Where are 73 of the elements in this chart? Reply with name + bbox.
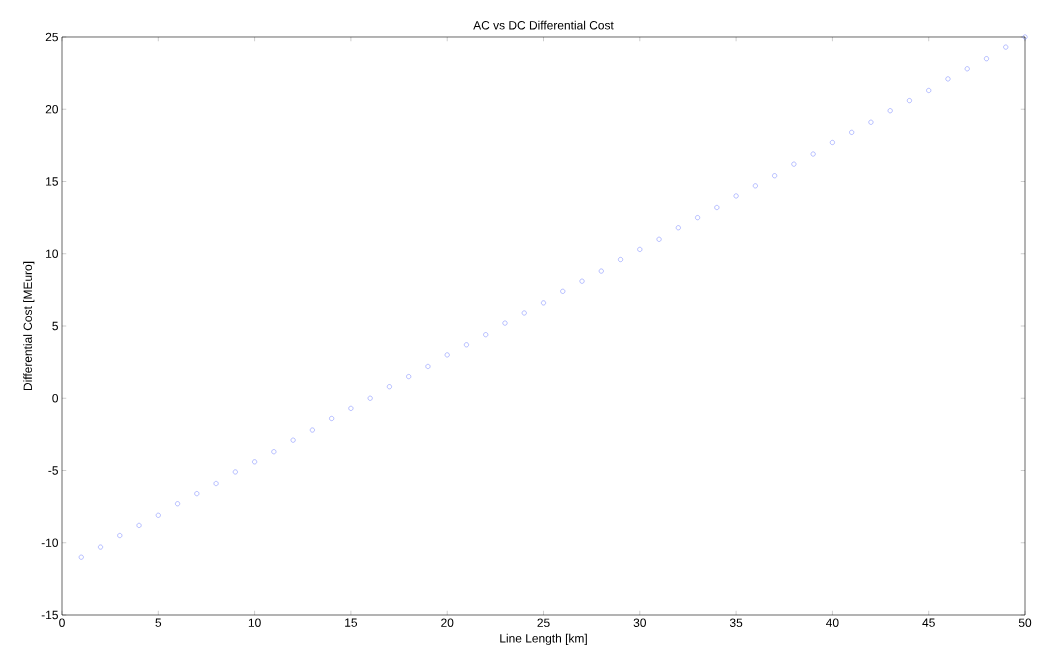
point (541, 300, 546, 306)
point (78, 554, 84, 560)
y-tick-label: 20 (45, 105, 59, 114)
point (406, 374, 412, 380)
point (849, 129, 855, 135)
x-tick-label: 25 (537, 618, 550, 627)
point (117, 533, 123, 538)
point (175, 501, 180, 507)
y-tick-label: -5 (48, 466, 58, 475)
point (98, 544, 103, 550)
x-tick-label: 50 (1018, 618, 1032, 627)
point (829, 140, 835, 145)
x-axis-title: Line Length [km] (500, 633, 587, 645)
point (984, 56, 989, 62)
x-tick-label: 15 (345, 618, 358, 627)
point (483, 332, 489, 338)
point (329, 416, 335, 421)
point (521, 310, 527, 316)
point (656, 236, 662, 242)
point (675, 225, 681, 231)
x-tick-label: 45 (922, 618, 935, 627)
point (1003, 44, 1009, 50)
point (560, 288, 566, 294)
x-tick-label: 10 (248, 618, 261, 627)
x-tick-label: 5 (155, 618, 162, 627)
y-tick-label: 25 (45, 32, 58, 42)
point (348, 405, 354, 411)
point (444, 352, 450, 358)
point (579, 278, 585, 284)
point (964, 66, 970, 72)
point (810, 151, 816, 157)
point (136, 522, 142, 528)
point (271, 449, 277, 455)
point (907, 98, 912, 104)
y-axis-title: Differential Cost [MEuro] (23, 261, 35, 391)
point (733, 193, 739, 199)
point (926, 88, 932, 93)
point (868, 119, 874, 125)
x-tick-label: 0 (59, 618, 65, 627)
point (791, 161, 797, 167)
point (309, 427, 315, 433)
point (618, 257, 623, 262)
point (714, 205, 720, 210)
y-tick-label: 10 (46, 249, 59, 258)
point (695, 215, 701, 221)
point (464, 342, 469, 348)
x-tick-label: 30 (633, 618, 646, 627)
point (1022, 34, 1028, 40)
x-tick-label: 40 (826, 618, 839, 627)
point (386, 384, 392, 390)
x-tick-label: 35 (729, 618, 743, 627)
y-tick-label: 5 (52, 321, 58, 331)
point (155, 512, 161, 518)
point (367, 395, 373, 401)
point (502, 320, 508, 326)
point (945, 76, 951, 82)
point (887, 108, 893, 114)
point (232, 469, 238, 475)
chart-title: AC vs DC Differential Cost (473, 20, 614, 30)
point (290, 437, 296, 443)
x-tick-label: 20 (441, 618, 454, 627)
point (598, 268, 604, 274)
point (252, 459, 258, 465)
y-tick-label: -15 (41, 610, 58, 620)
point (752, 183, 758, 189)
point (637, 246, 643, 252)
point (772, 173, 778, 179)
point (425, 364, 431, 369)
point (194, 491, 200, 497)
point (213, 481, 219, 486)
y-tick-label: -10 (41, 538, 59, 547)
y-tick-label: 0 (52, 394, 59, 403)
y-tick-label: 15 (46, 177, 58, 186)
